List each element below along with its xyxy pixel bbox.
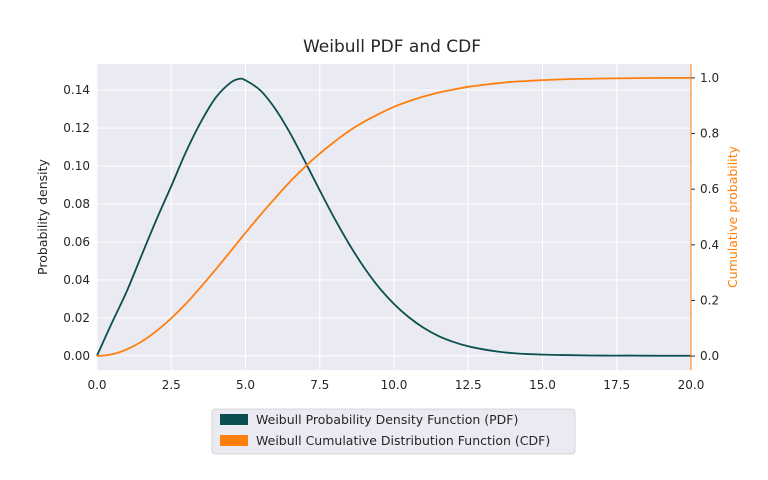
legend: Weibull Probability Density Function (PD… <box>211 408 576 455</box>
y-tick-label: 0.06 <box>63 235 90 249</box>
legend-box <box>211 408 576 455</box>
pdf-series-line <box>96 77 692 357</box>
cdf-series-line <box>96 76 692 357</box>
y-axis-label: Probability density <box>35 158 50 274</box>
right-y-ticks: 0.0 0.2 0.4 0.6 0.8 1.0 <box>691 71 719 363</box>
y-tick-label: 0.04 <box>63 273 90 287</box>
x-tick-label: 0.0 <box>87 378 106 392</box>
x-tick-label: 5.0 <box>236 378 255 392</box>
y-tick-label: 0.14 <box>63 83 90 97</box>
legend-swatch-pdf <box>220 414 248 425</box>
chart-title: Weibull PDF and CDF <box>303 37 481 57</box>
x-tick-label: 2.5 <box>162 378 181 392</box>
y2-tick-label: 0.2 <box>700 293 719 307</box>
left-y-ticks: 0.00 0.02 0.04 0.06 0.08 0.10 0.12 0.14 <box>63 83 90 363</box>
y2-tick-label: 0.0 <box>700 349 719 363</box>
x-tick-label: 10.0 <box>381 378 408 392</box>
y-tick-label: 0.00 <box>63 349 90 363</box>
y-tick-label: 0.08 <box>63 197 90 211</box>
y2-tick-label: 0.6 <box>700 182 719 196</box>
y-tick-label: 0.12 <box>63 121 90 135</box>
y2-tick-label: 0.8 <box>700 127 719 141</box>
x-axis-ticks: 0.0 2.5 5.0 7.5 10.0 12.5 15.0 17.5 20.0 <box>87 378 704 392</box>
legend-label-cdf: Weibull Cumulative Distribution Function… <box>256 433 550 448</box>
x-tick-label: 7.5 <box>310 378 329 392</box>
legend-swatch-cdf <box>220 435 248 446</box>
legend-label-pdf: Weibull Probability Density Function (PD… <box>256 412 518 427</box>
x-tick-label: 12.5 <box>455 378 482 392</box>
y2-tick-label: 1.0 <box>700 71 719 85</box>
y2-tick-label: 0.4 <box>700 238 719 252</box>
series-lines <box>96 76 692 357</box>
x-tick-label: 20.0 <box>678 378 705 392</box>
y-tick-label: 0.10 <box>63 159 90 173</box>
y2-axis-label: Cumulative probability <box>725 145 740 288</box>
x-tick-label: 15.0 <box>529 378 556 392</box>
y-tick-label: 0.02 <box>63 311 90 325</box>
x-tick-label: 17.5 <box>603 378 630 392</box>
